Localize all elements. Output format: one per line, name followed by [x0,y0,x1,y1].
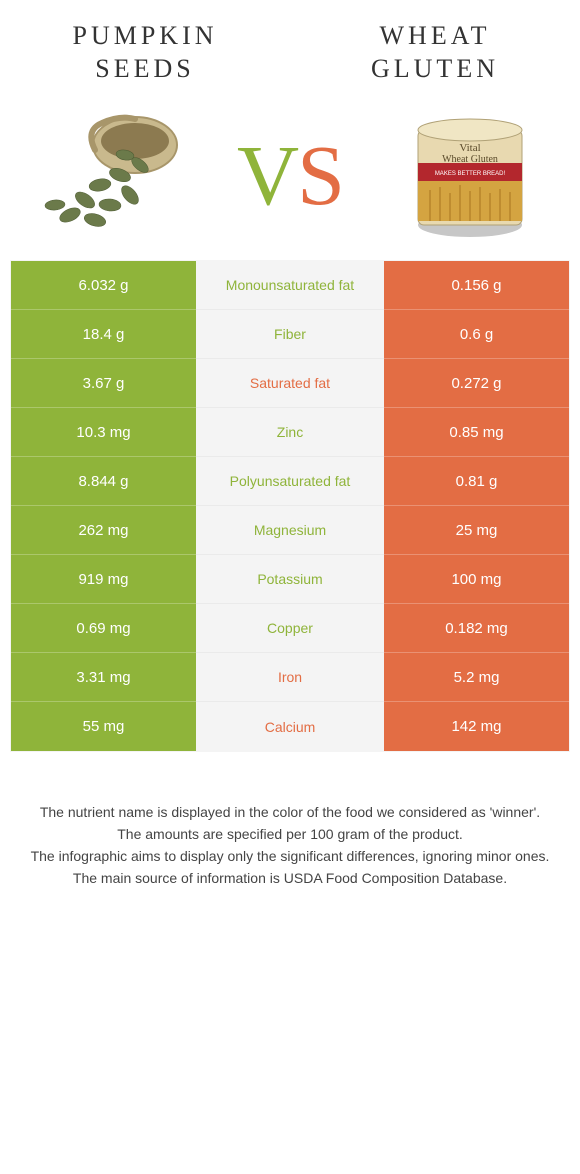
vs-v: V [237,127,297,223]
nutrient-name: Magnesium [196,506,384,555]
nutrient-name: Monounsaturated fat [196,261,384,310]
left-food-title: PUMPKIN SEEDS [0,20,290,85]
right-title-line1: WHEAT [380,21,491,50]
footer-line: The infographic aims to display only the… [30,846,550,867]
left-value: 262 mg [11,506,196,555]
nutrient-name: Potassium [196,555,384,604]
right-value: 25 mg [384,506,569,555]
footer-notes: The nutrient name is displayed in the co… [0,752,580,889]
nutrient-name: Calcium [196,702,384,751]
table-row: 18.4 gFiber0.6 g [11,310,569,359]
table-row: 0.69 mgCopper0.182 mg [11,604,569,653]
pumpkin-seeds-icon [30,105,190,245]
right-value: 0.182 mg [384,604,569,653]
nutrient-table: 6.032 gMonounsaturated fat0.156 g18.4 gF… [10,260,570,752]
table-row: 919 mgPotassium100 mg [11,555,569,604]
right-food-title: WHEAT GLUTEN [290,20,580,85]
nutrient-name: Zinc [196,408,384,457]
left-value: 0.69 mg [11,604,196,653]
table-row: 8.844 gPolyunsaturated fat0.81 g [11,457,569,506]
nutrient-name: Saturated fat [196,359,384,408]
right-value: 0.272 g [384,359,569,408]
right-value: 100 mg [384,555,569,604]
nutrient-name: Iron [196,653,384,702]
nutrient-name: Copper [196,604,384,653]
footer-line: The main source of information is USDA F… [30,868,550,889]
right-value: 0.81 g [384,457,569,506]
left-title-line1: PUMPKIN [72,21,217,50]
left-title-line2: SEEDS [95,54,194,83]
footer-line: The nutrient name is displayed in the co… [30,802,550,823]
table-row: 3.31 mgIron5.2 mg [11,653,569,702]
comparison-header: PUMPKIN SEEDS WHEAT GLUTEN [0,0,580,95]
table-row: 262 mgMagnesium25 mg [11,506,569,555]
hero-row: VS Vital Wheat Gluten MAKES BETTER BREAD… [0,95,580,260]
vs-label: VS [237,125,343,225]
right-value: 0.6 g [384,310,569,359]
right-value: 5.2 mg [384,653,569,702]
left-value: 55 mg [11,702,196,751]
svg-text:Wheat Gluten: Wheat Gluten [442,154,498,165]
vs-s: S [297,127,343,223]
table-row: 3.67 gSaturated fat0.272 g [11,359,569,408]
nutrient-name: Polyunsaturated fat [196,457,384,506]
left-value: 8.844 g [11,457,196,506]
right-value: 0.85 mg [384,408,569,457]
svg-text:MAKES BETTER BREAD!: MAKES BETTER BREAD! [435,171,506,177]
left-value: 18.4 g [11,310,196,359]
left-value: 3.31 mg [11,653,196,702]
left-value: 6.032 g [11,261,196,310]
left-value: 3.67 g [11,359,196,408]
svg-text:Vital: Vital [459,142,480,154]
right-value: 142 mg [384,702,569,751]
nutrient-name: Fiber [196,310,384,359]
right-value: 0.156 g [384,261,569,310]
table-row: 10.3 mgZinc0.85 mg [11,408,569,457]
table-row: 55 mgCalcium142 mg [11,702,569,751]
wheat-gluten-icon: Vital Wheat Gluten MAKES BETTER BREAD! [390,105,550,245]
left-value: 10.3 mg [11,408,196,457]
left-value: 919 mg [11,555,196,604]
footer-line: The amounts are specified per 100 gram o… [30,824,550,845]
table-row: 6.032 gMonounsaturated fat0.156 g [11,261,569,310]
right-title-line2: GLUTEN [371,54,499,83]
